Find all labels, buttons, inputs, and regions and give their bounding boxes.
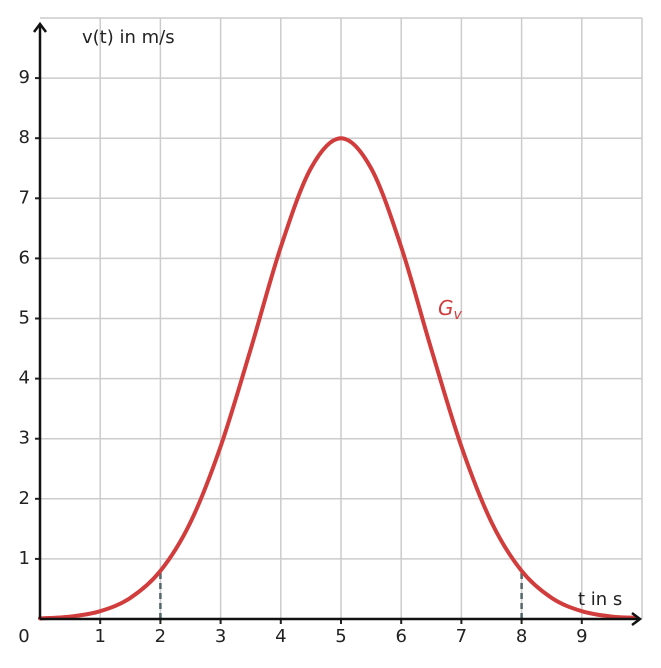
y-axis-arrow: [33, 21, 47, 33]
y-tick-label: 1: [19, 548, 30, 569]
x-tick-label: 4: [275, 626, 286, 647]
curve-label: Gv: [438, 296, 463, 324]
y-tick-label: 9: [19, 67, 30, 88]
x-tick-label: 9: [576, 626, 587, 647]
x-tick-label: 7: [456, 626, 467, 647]
x-tick-label: 8: [516, 626, 527, 647]
y-tick-label: 4: [19, 368, 30, 389]
x-tick-label: 3: [215, 626, 226, 647]
grid: [35, 17, 643, 624]
x-tick-label: 6: [395, 626, 406, 647]
y-tick-label: 2: [19, 488, 30, 509]
x-tick-label: 2: [155, 626, 166, 647]
x-tick-label: 1: [94, 626, 105, 647]
y-tick-label: 6: [19, 247, 30, 268]
curve: [38, 136, 638, 621]
y-tick-label: 5: [19, 308, 30, 329]
y-tick-label: 8: [19, 127, 30, 148]
x-axis-arrow: [631, 612, 643, 626]
x-axis-label: t in s: [578, 589, 622, 610]
x-tick-label: 0: [18, 626, 29, 647]
curve-label-main: G: [438, 296, 454, 320]
y-tick-label: 7: [19, 187, 30, 208]
plot: [38, 136, 638, 621]
curve-label-sub: v: [454, 307, 463, 323]
y-axis-label: v(t) in m/s: [82, 27, 175, 48]
y-tick-label: 3: [19, 428, 30, 449]
x-tick-label: 5: [335, 626, 346, 647]
